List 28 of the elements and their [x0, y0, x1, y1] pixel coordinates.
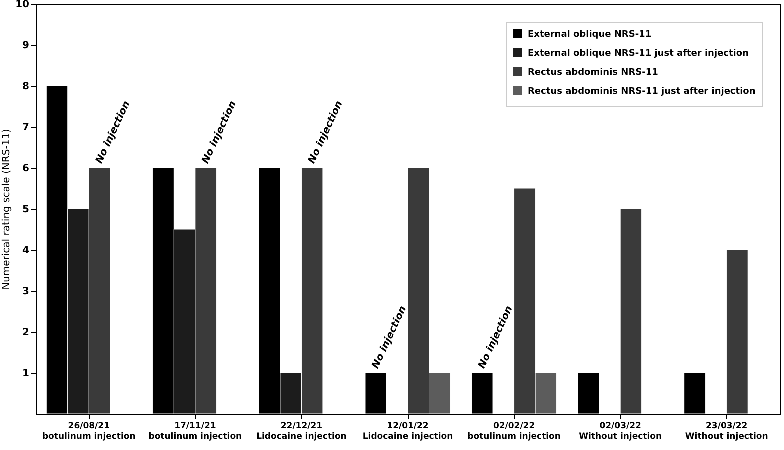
- bar: [578, 372, 600, 414]
- y-tick-label: 10: [16, 0, 30, 10]
- y-axis-title: Numerical rating scale (NRS-11): [2, 128, 13, 290]
- y-tick-label: 4: [22, 246, 30, 256]
- legend-label: External oblique NRS-11: [528, 30, 652, 40]
- bar: [684, 372, 706, 414]
- y-tick-label: 7: [22, 122, 30, 134]
- legend-label: Rectus abdominis NRS-11: [528, 68, 658, 78]
- y-tick-label: 9: [22, 40, 30, 52]
- y-tick-label: 2: [22, 328, 30, 338]
- x-tick-label: 12/01/22 Lidocaine injection: [362, 422, 454, 442]
- x-tick-label: 02/03/22 Without injection: [579, 422, 662, 442]
- bar: [726, 250, 748, 414]
- bar: [365, 372, 387, 414]
- x-tick-label: 26/08/21 botulinum injection: [42, 422, 136, 442]
- x-tick-label: 02/02/22 botulinum injection: [468, 422, 561, 442]
- bar: [620, 208, 642, 414]
- bar: [472, 372, 494, 414]
- x-tick-label: 17/11/21 botulinum injection: [148, 422, 242, 442]
- y-tick-label: 3: [22, 286, 30, 298]
- legend-label: Rectus abdominis NRS-11 just after injection: [528, 87, 756, 97]
- y-tick-label: 5: [22, 204, 30, 216]
- y-tick-label: 8: [22, 82, 30, 92]
- y-tick-label: 1: [22, 368, 30, 380]
- x-tick-label: 23/03/22 Without injection: [685, 422, 768, 442]
- legend-label: External oblique NRS-11 just after injection: [528, 49, 749, 59]
- x-tick-label: 22/12/21 Lidocaine injection: [256, 422, 347, 442]
- y-tick-label: 6: [22, 164, 30, 174]
